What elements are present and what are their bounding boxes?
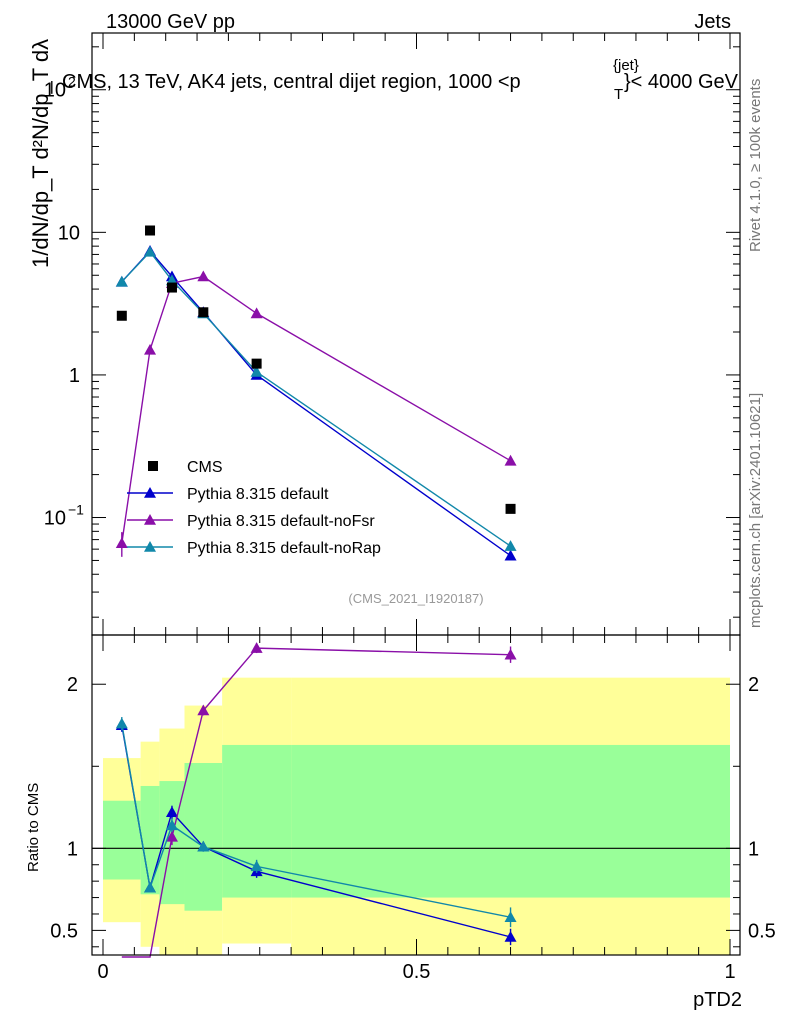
- ratio-point-2-2: [165, 819, 178, 831]
- y-axis-label-main: 1/dN/dp_T d²N/dp_T dλ: [28, 39, 53, 268]
- ratio-point-0-5: [504, 930, 517, 942]
- legend-marker-0: [144, 487, 156, 498]
- main-plot: [115, 225, 517, 561]
- analysis-tag: (CMS_2021_I1920187): [348, 591, 483, 606]
- xtick-label-1: 0.5: [403, 961, 431, 983]
- main-ytick-exp-3: 2: [68, 74, 76, 90]
- ratio-point-1-4: [250, 642, 263, 653]
- legend: CMS Pythia 8.315 default Pythia 8.315 defa…: [127, 459, 381, 557]
- cms-point-4: [251, 358, 262, 369]
- ratio-point-2-3: [197, 840, 210, 852]
- title-main: CMS, 13 TeV, AK4 jets, central dijet reg…: [62, 71, 521, 93]
- ratio-ytick-label-r-0: 0.5: [748, 920, 776, 942]
- ratio-point-1-2: [165, 830, 178, 842]
- cms-point-2: [166, 282, 177, 293]
- ratio-point-1-5: [504, 648, 517, 660]
- xtick-label-2: 1: [724, 961, 735, 983]
- main-ytick-exp-0: −1: [68, 502, 84, 518]
- title-sub: T: [614, 86, 623, 103]
- series-point-1-0: [115, 537, 128, 549]
- main-ytick-label-3: 10: [44, 80, 66, 102]
- series-line-1: [121, 275, 511, 544]
- main-ytick-label-0: 10: [44, 508, 66, 530]
- ratio-ytick-label-r-2: 2: [748, 674, 759, 696]
- ratio-ytick-label-l-1: 1: [67, 838, 78, 860]
- legend-label-2: Pythia 8.315 default-noRap: [187, 540, 381, 557]
- ratio-point-2-5: [504, 911, 517, 923]
- cms-point-1: [145, 225, 156, 236]
- ratio-line-1: [121, 647, 511, 958]
- title-sup: {jet}: [613, 57, 639, 74]
- series-point-2-0: [115, 275, 128, 287]
- series-point-2-1: [144, 245, 157, 257]
- legend-marker-1: [144, 514, 156, 525]
- green-band-5: [291, 744, 730, 898]
- header-left: 13000 GeV pp: [106, 11, 235, 33]
- title-end: }< 4000 GeV: [624, 71, 739, 93]
- green-band-0: [103, 800, 141, 880]
- ylabel-main-text: 1/dN/dp_T d²N/dp_T dλ: [28, 39, 53, 268]
- legend-label-0: Pythia 8.315 default: [187, 486, 329, 503]
- main-ytick-label-1: 1: [69, 365, 80, 387]
- legend-cms-label: CMS: [187, 459, 223, 476]
- series-point-2-2: [165, 274, 178, 286]
- series-point-2-4: [250, 365, 263, 377]
- ratio-point-2-0: [115, 717, 128, 729]
- ratio-plot: [92, 642, 740, 958]
- series-point-0-5: [504, 549, 517, 561]
- xtick-label-0: 0: [97, 961, 108, 983]
- legend-marker-2: [144, 541, 156, 552]
- cms-point-5: [505, 503, 516, 514]
- legend-cms-marker: [148, 461, 158, 471]
- main-ytick-label-2: 10: [58, 222, 80, 244]
- ratio-bands: [103, 677, 730, 955]
- ratio-ytick-label-r-1: 1: [748, 838, 759, 860]
- ratio-line-2: [121, 723, 511, 918]
- ratio-ytick-label-l-2: 2: [67, 674, 78, 696]
- series-line-0: [121, 249, 511, 557]
- ratio-point-2-1: [144, 881, 157, 893]
- cms-point-0: [116, 310, 127, 321]
- series-line-2: [121, 250, 511, 547]
- green-band-1: [140, 785, 160, 895]
- legend-label-1: Pythia 8.315 default-noFsr: [187, 513, 375, 530]
- ratio-point-2-4: [250, 860, 263, 872]
- x-axis-label: pTD2: [693, 989, 742, 1011]
- series-point-2-5: [504, 540, 517, 551]
- mcplots-label: mcplots.cern.ch [arXiv:2401.10621]: [747, 393, 764, 628]
- rivet-label: Rivet 4.1.0, ≥ 100k events: [747, 79, 764, 252]
- header-right: Jets: [694, 11, 731, 33]
- green-band-3: [184, 763, 223, 911]
- series-point-1-1: [144, 343, 157, 355]
- cms-point-3: [198, 307, 209, 318]
- series-point-1-3: [197, 270, 210, 282]
- y-axis-label-ratio: Ratio to CMS: [25, 783, 42, 872]
- ratio-point-0-2: [165, 806, 178, 818]
- ratio-point-1-3: [197, 704, 210, 716]
- ratio-ytick-label-l-0: 0.5: [50, 920, 78, 942]
- series-point-1-5: [504, 454, 517, 466]
- chart-title: CMS, 13 TeV, AK4 jets, central dijet reg…: [62, 57, 739, 103]
- series-point-1-4: [250, 307, 263, 319]
